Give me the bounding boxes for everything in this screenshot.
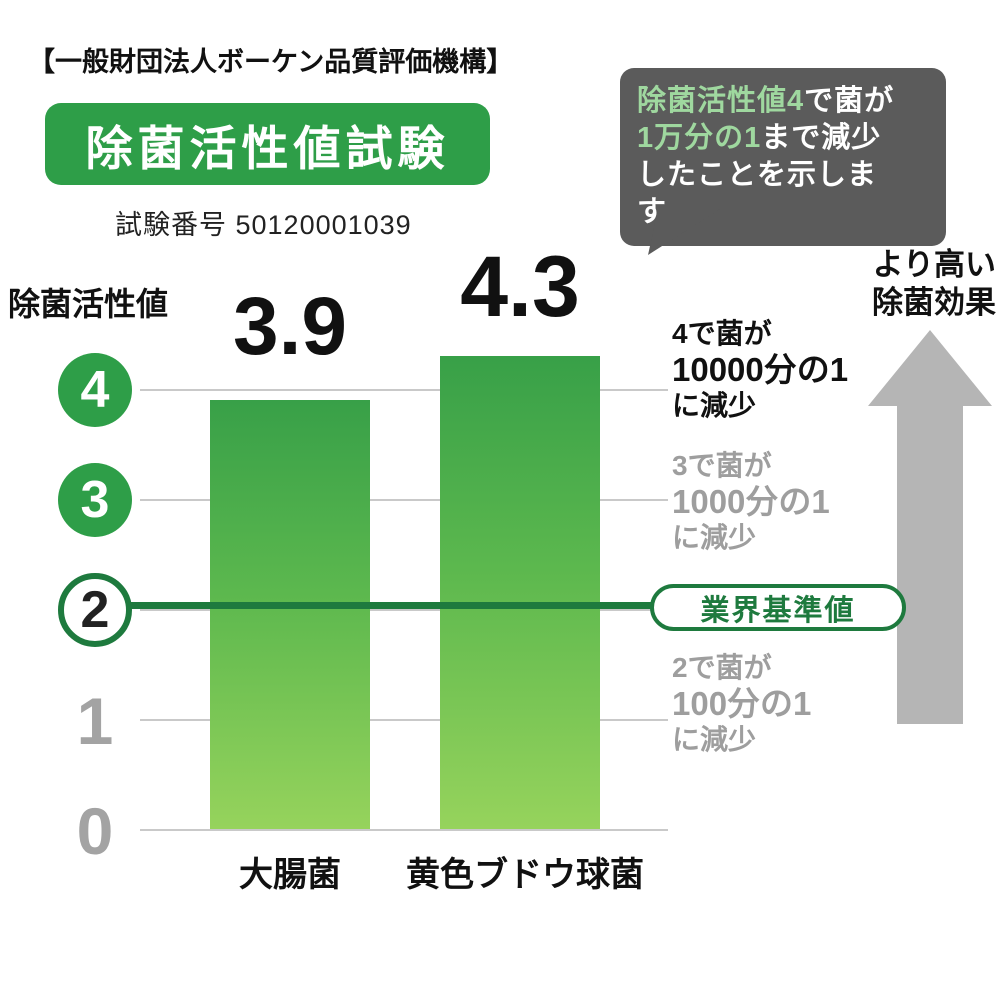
annotation-level2-line2: 100分の1 [672,685,812,722]
gridline-4 [140,389,668,391]
annotation-level2-line1: 2で菌が [672,652,772,683]
gridline-0 [140,829,668,831]
y-tick-2: 2 [58,573,132,647]
y-tick-1: 1 [76,684,114,758]
x-label-ecoli: 大腸菌 [239,856,341,894]
bar-value-ecoli: 3.9 [233,281,347,372]
annotation-level3-line3: に減少 [672,522,757,553]
callout-line3: したことを示します。 [637,159,878,228]
higher-effect-label: より高い 除菌効果 [820,246,996,322]
y-tick-3: 3 [58,463,132,537]
annotation-level-2: 2で菌が 100分の1 に減少 [672,650,902,758]
gridline-3 [140,499,668,501]
y-tick-4: 4 [58,353,132,427]
annotation-level4-line3: に減少 [672,390,757,421]
organization-header: 【一般財団法人ボーケン品質評価機構】 [28,47,514,77]
gridline-2 [140,609,668,611]
annotation-level3-line2: 1000分の1 [672,483,830,520]
y-tick-0: 0 [76,794,114,868]
higher-effect-line2: 除菌効果 [872,285,996,320]
bar-ecoli [210,400,370,829]
higher-effect-line1: より高い [872,247,996,282]
y-axis-title: 除菌活性値 [8,286,169,322]
callout-line2: 1万分の1まで減少 [637,120,929,157]
callout-line1: 除菌活性値4で菌が [637,83,929,120]
callout-line2-highlight: 1万分の1 [637,122,762,154]
annotation-level4-line2: 10000分の1 [672,351,849,388]
callout-bubble: 除菌活性値4で菌が 1万分の1まで減少 したことを示します。 [620,68,946,246]
standard-label-pill: 業界基準値 [650,584,906,631]
annotation-level2-line3: に減少 [672,724,757,755]
gridline-1 [140,719,668,721]
up-arrow-shaft [897,404,963,724]
annotation-level-3: 3で菌が 1000分の1 に減少 [672,448,902,556]
bar-staph [440,356,600,829]
annotation-level4-line1: 4で菌が [672,318,772,349]
test-number: 試験番号 50120001039 [115,210,412,240]
standard-reference-line [130,602,655,609]
callout-line2-rest: まで減少 [761,122,882,154]
annotation-level3-line1: 3で菌が [672,450,772,481]
page-title: 除菌活性値試験 [45,103,490,185]
annotation-level-4: 4で菌が 10000分の1 に減少 [672,316,902,424]
bar-value-staph: 4.3 [460,239,580,335]
x-label-staph: 黄色ブドウ球菌 [406,856,644,894]
callout-line1-rest: で菌が [804,85,895,117]
callout-line1-highlight: 除菌活性値4 [637,85,805,117]
